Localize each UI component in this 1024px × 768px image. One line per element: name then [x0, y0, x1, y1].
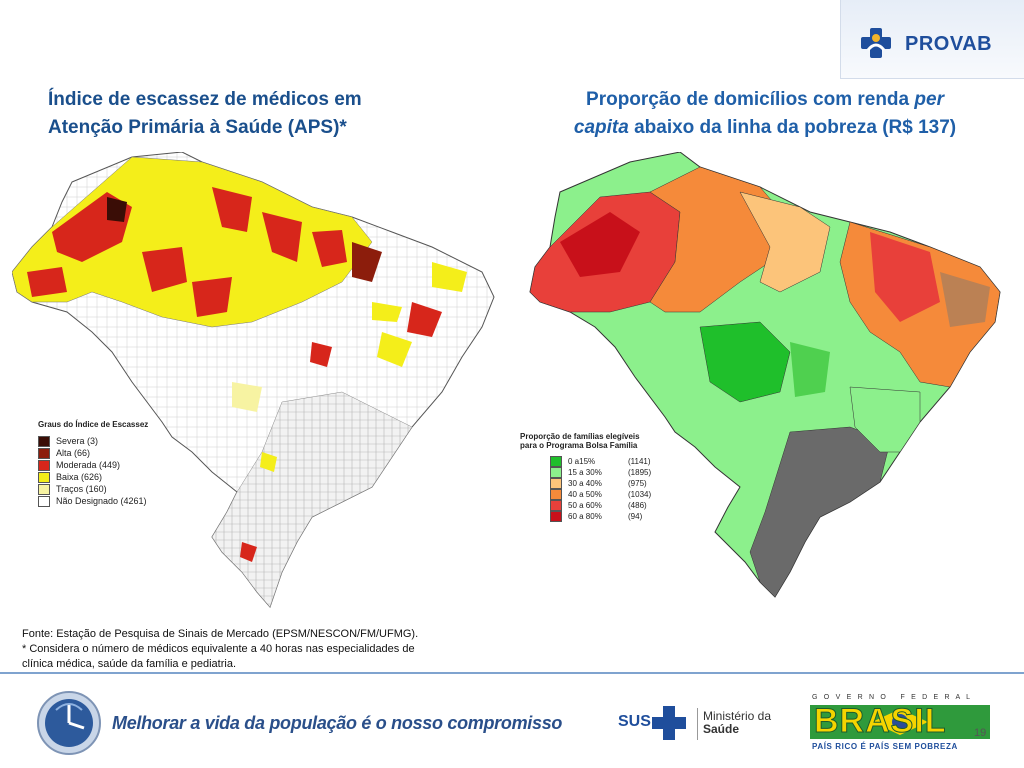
brasil-flag-icon	[810, 705, 990, 739]
left-legend-item: Severa (3)	[38, 435, 148, 447]
title-right-part-b: abaixo da linha da pobreza (R$ 137)	[628, 117, 957, 138]
right-legend-item: 15 a 30% (1895)	[550, 467, 651, 478]
legend-swatch	[38, 459, 50, 471]
left-legend-item: Baixa (626)	[38, 471, 148, 483]
right-legend-count: (975)	[628, 479, 647, 488]
left-legend-item: Traços (160)	[38, 483, 148, 495]
brasil-logo: BRASIL	[810, 702, 990, 741]
left-legend-item: Alta (66)	[38, 447, 148, 459]
right-legend-range: 0 a15%	[568, 457, 596, 466]
left-map-legend: Graus do Índice de Escassez Severa (3) A…	[38, 420, 148, 507]
ministerio-line-2: Saúde	[703, 722, 740, 736]
right-legend-count: (486)	[628, 501, 647, 510]
right-legend-count: (1141)	[628, 457, 651, 466]
right-legend-item: 30 a 40% (975)	[550, 478, 651, 489]
right-legend-range: 30 a 40%	[568, 479, 602, 488]
left-legend-label: Severa (3)	[56, 436, 99, 446]
legend-swatch	[38, 447, 50, 459]
right-legend-range: 50 a 60%	[568, 501, 602, 510]
legend-swatch	[38, 471, 50, 483]
title-right-part-a: Proporção de domicílios com renda	[586, 89, 915, 110]
right-legend-count: (1895)	[628, 468, 652, 477]
left-legend-label: Traços (160)	[56, 484, 107, 494]
legend-swatch	[550, 456, 562, 467]
left-legend-label: Alta (66)	[56, 448, 91, 458]
left-brazil-map	[11, 151, 495, 608]
right-legend-range: 60 a 80%	[568, 512, 602, 521]
ministerio-saude-logo: Ministério da Saúde	[703, 710, 771, 736]
legend-swatch	[550, 511, 562, 522]
left-map-panel: Graus do Índice de Escassez Severa (3) A…	[11, 151, 500, 610]
sus-cross-icon	[652, 706, 686, 740]
source-line-2: * Considera o número de médicos equivale…	[22, 643, 415, 655]
right-legend-item: 40 a 50% (1034)	[550, 489, 651, 500]
left-legend-item: Moderada (449)	[38, 459, 148, 471]
provab-cross-icon	[861, 28, 891, 58]
source-line-1: Fonte: Estação de Pesquisa de Sinais de …	[22, 628, 419, 640]
governo-federal-label: G O V E R N O F E D E R A L	[812, 694, 973, 701]
right-legend-title-1: Proporção de famílias elegíveis	[520, 432, 640, 441]
source-note: Fonte: Estação de Pesquisa de Sinais de …	[22, 627, 502, 672]
legend-swatch	[550, 500, 562, 511]
source-line-3: clínica médica, saúde da família e pedia…	[22, 658, 237, 670]
footer-separator	[697, 708, 698, 740]
brasil-tagline: PAÍS RICO É PAÍS SEM POBREZA	[812, 742, 958, 751]
right-legend-item: 60 a 80% (94)	[550, 511, 651, 522]
provab-brand: PROVAB	[905, 33, 993, 55]
sus-label: SUS	[618, 713, 651, 730]
legend-swatch	[38, 435, 50, 447]
left-legend-item: Não Designado (4261)	[38, 495, 148, 507]
left-map-title: Índice de escassez de médicos em Atenção…	[48, 89, 362, 138]
page-number: 19	[974, 727, 987, 739]
footer-slogan: Melhorar a vida da população é o nosso c…	[112, 713, 563, 733]
legend-swatch	[550, 489, 562, 500]
left-legend-label: Não Designado (4261)	[56, 496, 147, 506]
provab-logo-panel	[840, 0, 1024, 79]
clock-logo-icon	[37, 691, 101, 755]
title-right-italic-capita: capita	[573, 117, 629, 138]
right-map-title: Proporção de domicílios com renda per cap…	[520, 86, 1010, 142]
right-legend-item: 0 a15% (1141)	[550, 456, 651, 467]
right-map-panel: Proporção de famílias elegíveis para o P…	[500, 151, 1012, 600]
right-map-legend: Proporção de famílias elegíveis para o P…	[520, 432, 651, 522]
ministerio-line-1: Ministério da	[703, 709, 772, 723]
legend-swatch	[38, 495, 50, 507]
right-legend-range: 15 a 30%	[568, 468, 602, 477]
legend-swatch	[550, 478, 562, 489]
right-legend-title-2: para o Programa Bolsa Família	[520, 441, 638, 450]
right-legend-count: (94)	[628, 512, 643, 521]
right-brazil-map	[529, 151, 1001, 598]
footer-divider	[0, 672, 1024, 674]
left-legend-title: Graus do Índice de Escassez	[38, 420, 149, 429]
right-legend-count: (1034)	[628, 490, 652, 499]
left-legend-label: Moderada (449)	[56, 460, 121, 470]
legend-swatch	[550, 467, 562, 478]
right-legend-item: 50 a 60% (486)	[550, 500, 651, 511]
brasil-word: BRASIL	[814, 702, 947, 741]
left-legend-label: Baixa (626)	[56, 472, 103, 482]
legend-swatch	[38, 483, 50, 495]
right-legend-range: 40 a 50%	[568, 490, 602, 499]
title-right-italic-per: per	[914, 89, 944, 110]
